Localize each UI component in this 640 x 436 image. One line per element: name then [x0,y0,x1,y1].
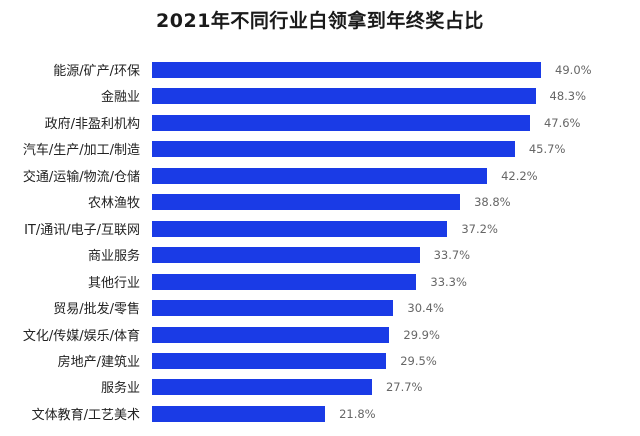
value-label: 27.7% [385,380,423,395]
value-label: 30.4% [407,301,444,316]
bar [152,141,515,158]
category-label: 贸易/批发/零售 [53,302,140,318]
bar [152,405,326,422]
bar [152,167,488,184]
category-label: 政府/非盈利机构 [44,116,140,132]
bar [152,247,420,264]
value-label: 21.8% [339,406,376,421]
bar [152,326,390,343]
value-label: 42.2% [501,168,538,183]
bar [152,194,461,211]
chart-title: 2021年不同行业白领拿到年终奖占比 [156,10,484,32]
bar-row: 能源/矿产/环保 49.0% [0,57,640,84]
value-label: 33.7% [433,248,471,263]
bar-row: 贸易/批发/零售 30.4% [0,295,640,322]
category-label: 农林渔牧 [87,196,140,212]
bar-row: 政府/非盈利机构 47.6% [0,110,640,137]
bar-row: 金融业 48.3% [0,83,640,110]
category-label: 商业服务 [87,249,140,265]
bar-row: 其他行业 33.3% [0,269,640,296]
category-label: 文体教育/工艺美术 [31,407,140,423]
category-label: 其他行业 [87,275,140,291]
category-label: 能源/矿产/环保 [53,64,140,79]
value-label: 29.5% [400,353,437,368]
bar-row: IT/通讯/电子/互联网 37.2% [0,216,640,243]
bar [152,114,530,131]
category-label: 金融业 [100,90,140,106]
bar-row: 农林渔牧 38.8% [0,189,640,216]
bar [152,352,387,369]
value-label: 48.3% [549,89,587,104]
category-label: 服务业 [100,381,140,397]
value-label: 37.2% [461,221,498,236]
bar [152,379,372,396]
bar-row: 商业服务 33.7% [0,242,640,269]
value-label: 45.7% [528,142,566,157]
value-label: 38.8% [474,195,511,210]
bar [152,300,394,317]
value-label: 33.3% [430,274,467,289]
bar-row: 汽车/生产/加工/制造 45.7% [0,136,640,163]
bar [152,88,536,105]
category-label: 汽车/生产/加工/制造 [22,143,140,159]
bar-row: 房地产/建筑业 29.5% [0,348,640,375]
bar [152,62,542,78]
bar [152,220,448,237]
category-label: 文化/传媒/娱乐/体育 [22,328,140,344]
category-label: IT/通讯/电子/互联网 [24,222,140,238]
value-label: 47.6% [543,115,581,130]
value-label: 49.0% [555,63,592,77]
bar-row: 文体教育/工艺美术 21.8% [0,401,640,428]
category-label: 交通/运输/物流/仓储 [22,169,140,185]
bar-row: 文化/传媒/娱乐/体育 29.9% [0,322,640,349]
bar-row: 交通/运输/物流/仓储 42.2% [0,163,640,190]
bar [152,273,417,290]
bar-row: 服务业 27.7% [0,374,640,401]
value-label: 29.9% [403,327,440,342]
category-label: 房地产/建筑业 [57,354,140,370]
